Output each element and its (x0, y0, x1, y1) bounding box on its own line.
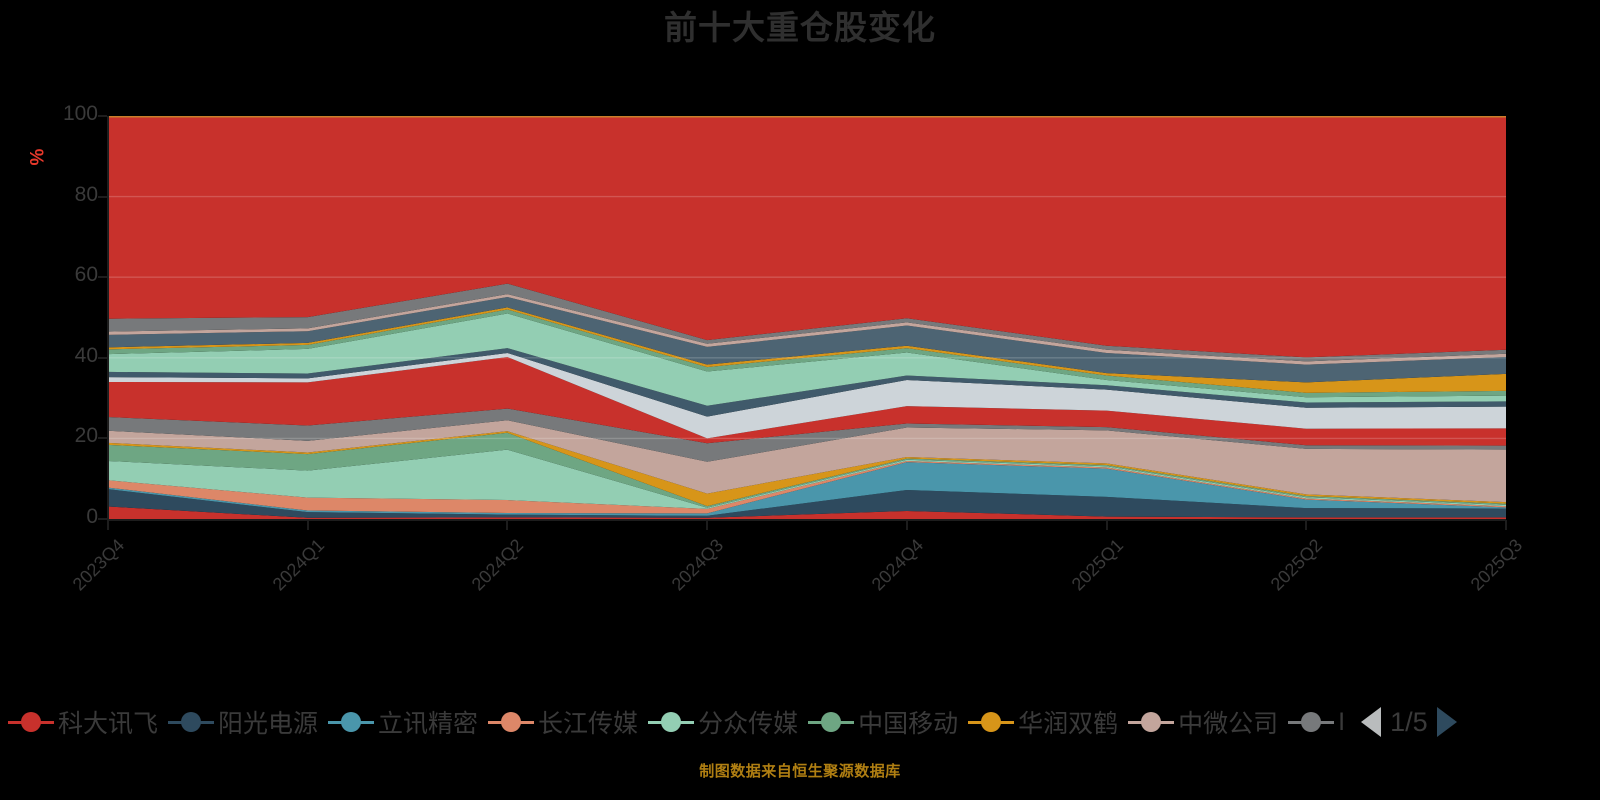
y-tick-label: 100 (62, 102, 98, 125)
legend-marker-icon (1288, 710, 1335, 734)
x-tick-mark (1305, 520, 1308, 530)
legend-item[interactable]: 中国移动 (808, 704, 958, 740)
area-series (108, 352, 1506, 439)
legend-item-label: 科大讯飞 (58, 710, 159, 738)
x-tick-label: 2024Q2 (468, 535, 528, 595)
legend-pager: 1/5 (1361, 707, 1457, 738)
legend-marker-icon (488, 710, 535, 734)
legend-item-label: 华润双鹤 (1018, 710, 1119, 738)
plot-svg (108, 116, 1506, 519)
x-tick-mark (1505, 520, 1507, 530)
x-tick-mark (706, 520, 709, 530)
legend-item-label: 长江传媒 (538, 710, 639, 738)
legend-dot-icon (1301, 712, 1322, 732)
area-series (108, 116, 1506, 358)
area-series (108, 462, 1506, 516)
x-tick-mark (905, 520, 908, 530)
chevron-right-icon[interactable] (1436, 707, 1457, 737)
legend-item[interactable]: 科大讯飞 (8, 704, 158, 740)
y-tick-mark (98, 276, 107, 279)
legend-item-label: 中国移动 (858, 710, 959, 738)
legend-dot-icon (821, 712, 842, 732)
legend-item-label: 立讯精密 (378, 710, 479, 738)
y-tick-mark (98, 518, 107, 520)
x-tick-label: 2023Q4 (68, 535, 129, 595)
legend-dot-icon (341, 712, 362, 732)
y-axis-line (107, 116, 109, 520)
legend-dot-icon (1141, 712, 1162, 732)
y-tick-label: 40 (74, 343, 98, 367)
legend-marker-icon (8, 710, 54, 734)
stacked-area-plot (108, 116, 1506, 519)
legend-marker-icon (1128, 710, 1175, 734)
x-axis-line (107, 519, 1506, 521)
area-series (108, 506, 1506, 519)
y-tick-mark (98, 195, 107, 198)
legend-marker-icon (968, 710, 1015, 734)
legend-item-label: 分众传媒 (698, 710, 799, 738)
legend-item-label: 阳光电源 (218, 710, 319, 738)
y-tick-label: 80 (74, 182, 98, 206)
chevron-left-icon[interactable] (1361, 707, 1382, 737)
y-tick-label: 60 (74, 263, 98, 287)
legend-item[interactable]: 阳光电源 (168, 704, 318, 740)
legend-item[interactable]: I (1288, 708, 1345, 737)
area-series (108, 313, 1506, 406)
x-tick-mark (306, 520, 309, 530)
legend-item[interactable]: 华润双鹤 (968, 704, 1118, 740)
x-tick-label: 2025Q2 (1266, 535, 1327, 595)
legend-item[interactable]: 立讯精密 (328, 704, 478, 740)
legend-marker-icon (808, 710, 855, 734)
x-tick-label: 2024Q3 (667, 535, 728, 595)
area-series (108, 489, 1506, 518)
y-tick-label: 0 (86, 505, 98, 528)
x-tick-mark (506, 520, 509, 530)
x-tick-label: 2025Q3 (1466, 535, 1527, 595)
legend: 科大讯飞 阳光电源 立讯精密 长江传媒 分众传媒 中国移动 华润双鹤 中微公司 I 1/5 (0, 698, 1600, 746)
legend-dot-icon (661, 712, 682, 732)
x-tick-mark (1105, 520, 1108, 530)
area-series (108, 408, 1506, 462)
x-tick-label: 2024Q1 (268, 535, 328, 595)
y-axis-ticks: 0 20 40 60 80 100 (0, 0, 110, 800)
x-tick-label: 2024Q4 (867, 535, 927, 595)
pager-page-indicator: 1/5 (1390, 706, 1428, 737)
footer-note: 制图数据来自恒生聚源数据库 (699, 763, 901, 780)
legend-item[interactable]: 长江传媒 (488, 704, 638, 740)
page-title: 前十大重仓股变化 (664, 9, 936, 46)
legend-dot-icon (181, 712, 202, 732)
legend-marker-icon (168, 710, 215, 734)
y-tick-mark (98, 356, 107, 359)
legend-item[interactable]: 分众传媒 (648, 704, 798, 740)
legend-dot-icon (501, 712, 522, 732)
area-series (108, 432, 1506, 508)
legend-dot-icon (981, 712, 1002, 732)
legend-marker-icon (328, 710, 375, 734)
area-series (108, 460, 1506, 514)
area-series (108, 420, 1506, 503)
area-series (108, 449, 1506, 509)
y-tick-mark (98, 115, 107, 117)
area-series (108, 356, 1506, 446)
area-series (108, 307, 1506, 393)
x-tick-mark (107, 520, 109, 530)
legend-item[interactable]: 中微公司 (1128, 704, 1278, 740)
y-tick-label: 20 (74, 424, 98, 448)
legend-marker-icon (648, 710, 695, 734)
legend-dot-icon (21, 712, 41, 732)
legend-item-label: 中微公司 (1178, 710, 1279, 738)
legend-item-label: I (1338, 707, 1346, 736)
y-tick-mark (98, 437, 107, 440)
x-tick-label: 2025Q1 (1067, 535, 1127, 595)
area-series (108, 296, 1506, 383)
